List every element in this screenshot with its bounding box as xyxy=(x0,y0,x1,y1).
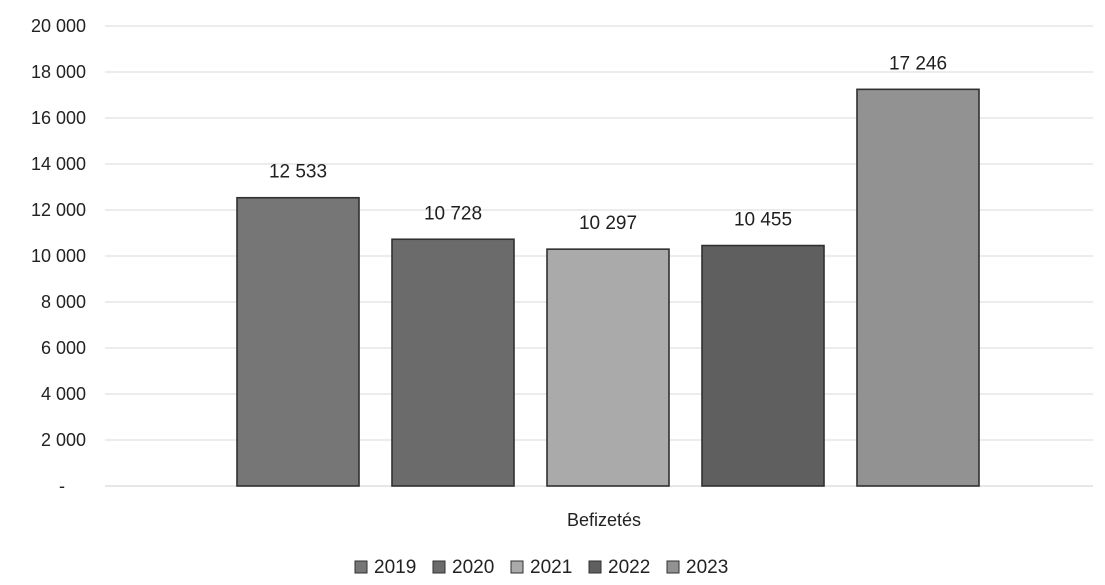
legend-swatch-2021 xyxy=(510,560,524,574)
legend-swatch-2022 xyxy=(588,560,602,574)
y-tick-label: 4 000 xyxy=(41,384,86,404)
data-label-2023: 17 246 xyxy=(889,53,947,74)
y-tick-label: 2 000 xyxy=(41,430,86,450)
data-labels: 12 533 10 728 10 297 10 455 17 246 xyxy=(269,53,947,234)
data-label-2021: 10 297 xyxy=(579,213,637,234)
bar-2020 xyxy=(391,238,515,487)
legend-label-2020: 2020 xyxy=(452,557,494,578)
y-axis-tick-labels: 20 000 18 000 16 000 14 000 12 000 10 000 8 00… xyxy=(31,16,86,496)
y-tick-label: 14 000 xyxy=(31,154,86,174)
category-label: Befizetés xyxy=(567,510,641,530)
legend-swatch-2023 xyxy=(666,560,680,574)
bar-2022 xyxy=(701,244,825,487)
data-label-2020: 10 728 xyxy=(424,203,482,224)
data-label-2019: 12 533 xyxy=(269,162,327,183)
y-tick-label: 20 000 xyxy=(31,16,86,36)
bar-2023 xyxy=(856,88,980,487)
legend-swatch-2019 xyxy=(354,560,368,574)
legend-swatch-2020 xyxy=(432,560,446,574)
y-tick-label: 10 000 xyxy=(31,246,86,266)
category-labels: Befizetés xyxy=(567,510,641,530)
legend-label-2019: 2019 xyxy=(374,557,416,578)
y-tick-label: 12 000 xyxy=(31,200,86,220)
bar-2019 xyxy=(236,196,360,487)
y-tick-label: 16 000 xyxy=(31,108,86,128)
data-label-2022: 10 455 xyxy=(734,210,792,231)
y-tick-label: 18 000 xyxy=(31,62,86,82)
legend-label-2022: 2022 xyxy=(608,557,650,578)
y-tick-label: 8 000 xyxy=(41,292,86,312)
legend: 2019 2020 2021 2022 2023 xyxy=(354,557,728,578)
legend-label-2023: 2023 xyxy=(686,557,728,578)
y-tick-label: - xyxy=(59,476,65,496)
y-tick-label: 6 000 xyxy=(41,338,86,358)
legend-label-2021: 2021 xyxy=(530,557,572,578)
bar-2021 xyxy=(546,248,670,487)
bars xyxy=(236,88,980,487)
